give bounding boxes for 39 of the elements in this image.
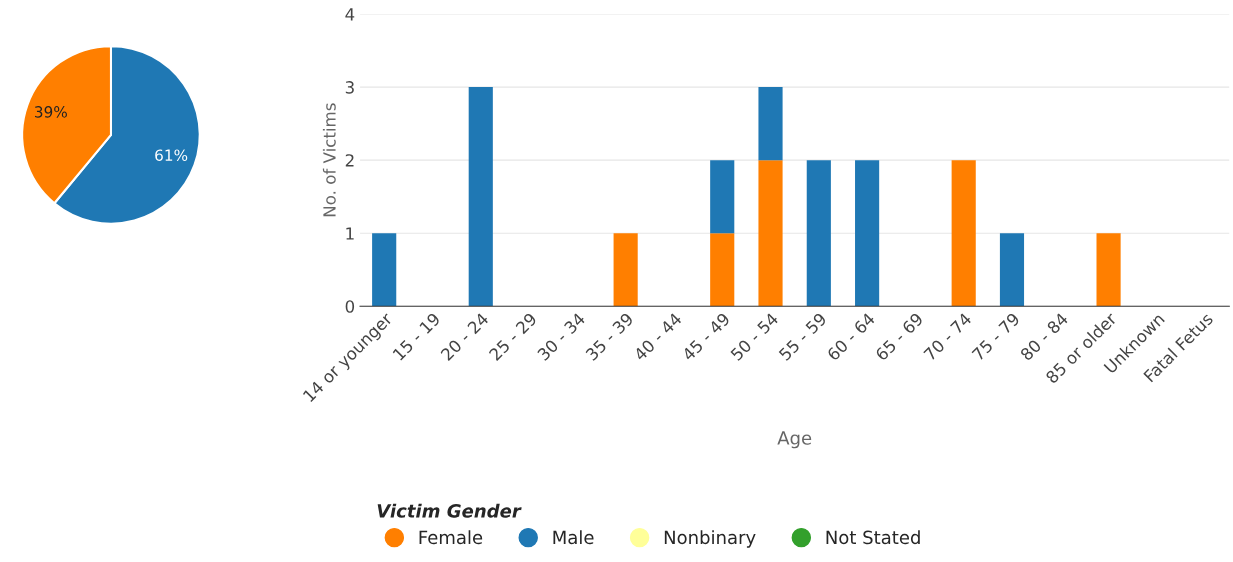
bar xyxy=(758,160,783,307)
x-tick-label: 40 - 44 xyxy=(632,312,683,362)
x-tick-label: 70 - 74 xyxy=(923,312,973,362)
x-tick-label: 60 - 64 xyxy=(826,312,876,362)
bar xyxy=(758,87,783,161)
bar xyxy=(468,87,493,307)
x-tick-label: 25 - 29 xyxy=(488,312,538,362)
legend-label: Not Stated xyxy=(826,530,920,545)
x-tick-label: 30 - 34 xyxy=(536,312,586,362)
bar xyxy=(999,233,1025,307)
bar xyxy=(710,160,735,234)
x-tick-label: 75 - 79 xyxy=(971,312,1021,362)
y-tick-label: 2 xyxy=(345,154,354,167)
y-tick-label: 3 xyxy=(345,81,354,94)
legend-label: Nonbinary xyxy=(664,530,756,548)
bar xyxy=(855,160,880,307)
y-tick-label: 1 xyxy=(346,227,354,240)
x-tick-label: 50 - 54 xyxy=(729,312,779,362)
x-tick-label: 45 - 49 xyxy=(681,312,731,362)
x-tick-label: 35 - 39 xyxy=(585,312,634,362)
legend-label: Female xyxy=(419,530,483,545)
bar xyxy=(613,233,638,307)
legend-title: Victim Gender xyxy=(377,503,522,518)
bar xyxy=(710,233,735,307)
y-tick-label: 4 xyxy=(345,8,355,21)
bar xyxy=(806,160,831,307)
x-tick-label: 20 - 24 xyxy=(440,312,490,362)
x-tick-label: 55 - 59 xyxy=(778,312,828,362)
data-label: 39% xyxy=(35,106,67,118)
x-tick-label: 65 - 69 xyxy=(874,312,924,362)
y-axis-title: No. of Victims xyxy=(322,103,336,217)
x-tick-label: 15 - 19 xyxy=(392,312,441,361)
y-tick-label: 0 xyxy=(345,300,355,313)
bar xyxy=(1096,233,1121,307)
data-label: 61% xyxy=(155,149,188,161)
bar xyxy=(372,233,397,307)
x-axis-title: Age xyxy=(777,431,812,449)
bar xyxy=(951,160,976,307)
legend-label: Male xyxy=(553,530,594,545)
